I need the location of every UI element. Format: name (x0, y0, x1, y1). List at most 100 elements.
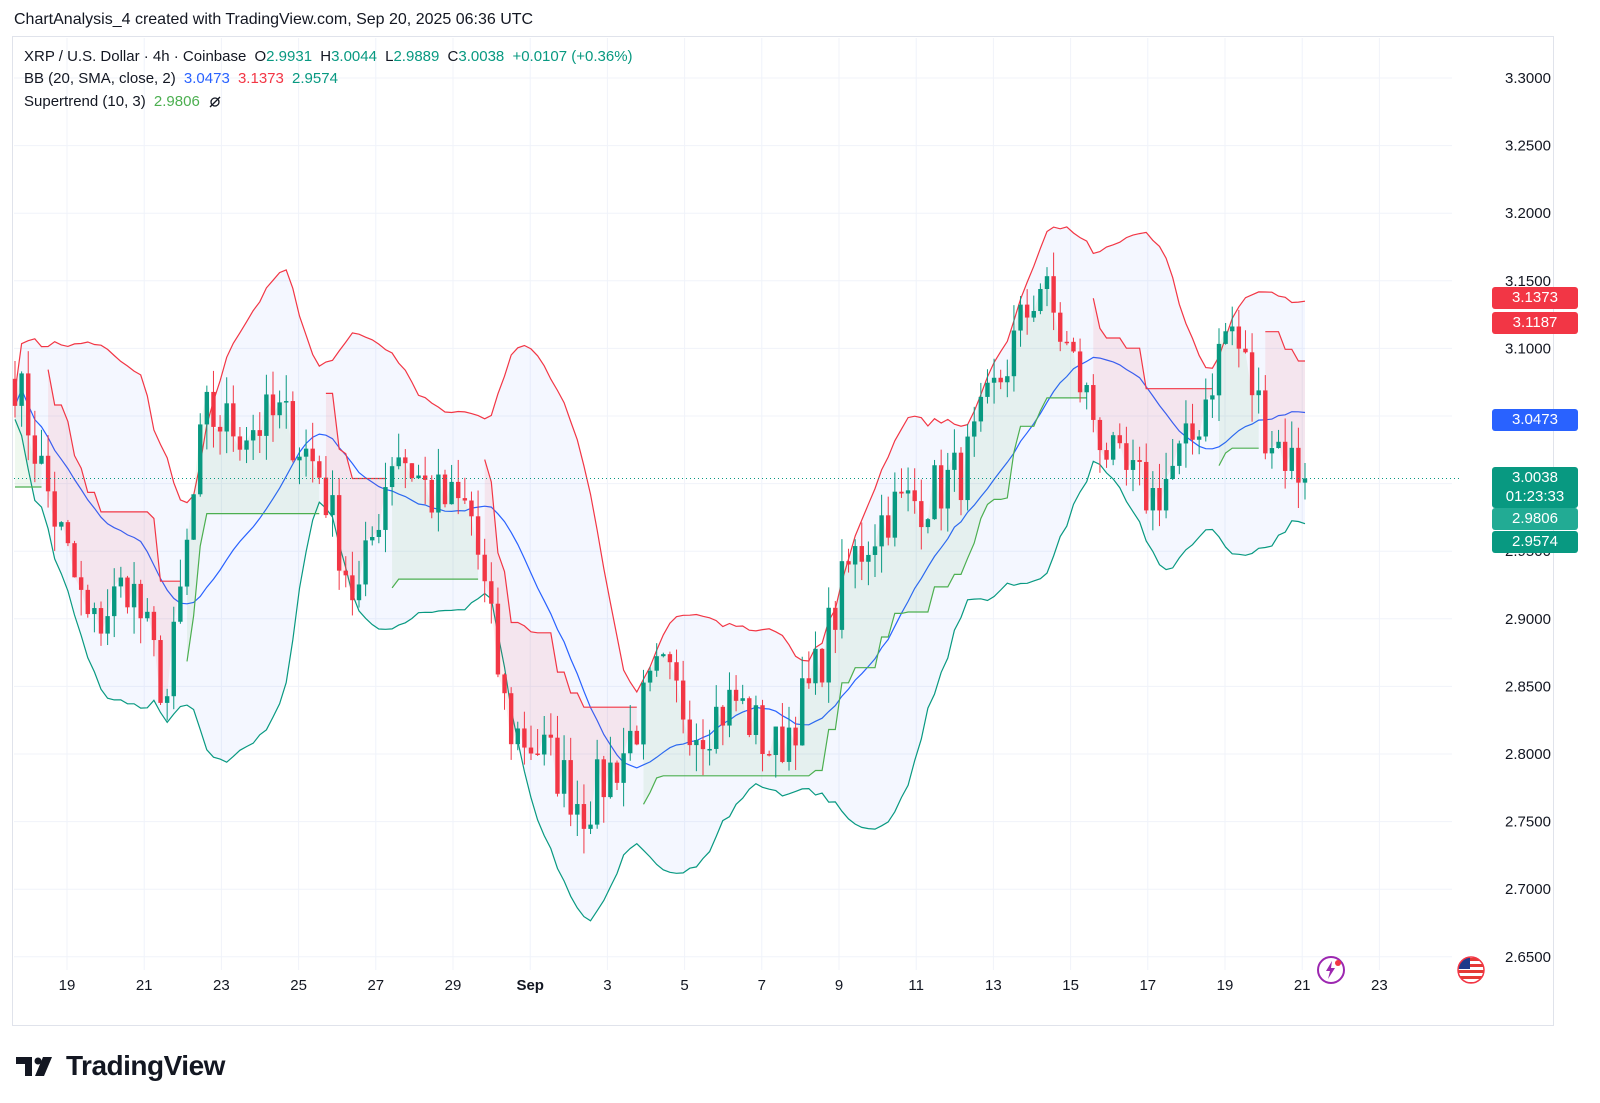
candle-up[interactable] (105, 616, 110, 634)
candle-down[interactable] (489, 581, 494, 604)
candle-down[interactable] (1071, 341, 1076, 352)
candle-down[interactable] (912, 490, 917, 502)
candle-down[interactable] (819, 648, 825, 683)
candle-down[interactable] (899, 491, 904, 494)
candle-up[interactable] (641, 682, 646, 745)
candle-up[interactable] (1130, 460, 1136, 470)
candle-down[interactable] (343, 570, 348, 576)
candle-down[interactable] (1104, 450, 1109, 460)
candle-up[interactable] (198, 424, 203, 495)
eye-slash-icon[interactable] (208, 96, 222, 108)
candle-down[interactable] (614, 762, 620, 783)
candle-down[interactable] (780, 726, 785, 762)
candle-up[interactable] (1044, 276, 1050, 290)
candle-down[interactable] (1243, 348, 1248, 353)
candle-down[interactable] (720, 706, 726, 726)
candle-down[interactable] (138, 583, 143, 619)
candle-up[interactable] (376, 529, 382, 537)
candle-down[interactable] (409, 463, 415, 479)
candle-up[interactable] (1084, 385, 1089, 393)
candle-up[interactable] (773, 726, 778, 756)
candle-down[interactable] (535, 753, 540, 755)
candle-up[interactable] (965, 436, 970, 501)
candle-up[interactable] (978, 396, 984, 422)
candle-up[interactable] (740, 698, 745, 701)
candle-up[interactable] (1163, 478, 1169, 511)
candle-down[interactable] (45, 455, 51, 492)
candle-up[interactable] (370, 536, 375, 541)
candle-up[interactable] (264, 394, 269, 436)
candle-up[interactable] (1302, 478, 1308, 483)
candle-up[interactable] (1018, 304, 1023, 331)
candle-down[interactable] (495, 603, 501, 675)
candle-up[interactable] (178, 586, 183, 622)
candle-down[interactable] (456, 481, 461, 499)
candle-down[interactable] (442, 474, 448, 505)
candle-down[interactable] (158, 640, 163, 703)
lightning-icon[interactable] (1316, 955, 1346, 985)
candle-down[interactable] (217, 426, 223, 432)
candle-up[interactable] (866, 554, 871, 562)
candle-down[interactable] (1282, 441, 1288, 471)
candle-up[interactable] (436, 474, 441, 513)
candle-up[interactable] (449, 481, 454, 505)
bb-legend[interactable]: BB (20, SMA, close, 2) 3.0473 3.1373 2.9… (24, 70, 342, 87)
candle-up[interactable] (594, 759, 600, 825)
candle-down[interactable] (733, 689, 739, 701)
candle-up[interactable] (575, 804, 580, 815)
candle-down[interactable] (568, 760, 573, 815)
candle-up[interactable] (1223, 331, 1228, 344)
candle-up[interactable] (753, 705, 759, 735)
candle-up[interactable] (39, 455, 44, 464)
candle-down[interactable] (422, 475, 428, 480)
candle-down[interactable] (270, 394, 276, 416)
candle-up[interactable] (813, 648, 818, 684)
candle-down[interactable] (1058, 312, 1063, 342)
candle-up[interactable] (356, 584, 362, 601)
candle-down[interactable] (85, 589, 90, 615)
candle-up[interactable] (1005, 376, 1010, 383)
candle-up[interactable] (244, 440, 249, 450)
candle-up[interactable] (932, 465, 937, 520)
candle-down[interactable] (350, 575, 355, 601)
candle-down[interactable] (634, 730, 640, 745)
candle-down[interactable] (700, 740, 706, 750)
candle-up[interactable] (852, 546, 858, 565)
candle-up[interactable] (1038, 289, 1043, 312)
candle-down[interactable] (12, 378, 18, 406)
candle-up[interactable] (872, 546, 878, 555)
candle-up[interactable] (171, 621, 176, 697)
candle-up[interactable] (972, 421, 977, 437)
candle-down[interactable] (257, 430, 262, 436)
candle-down[interactable] (211, 391, 216, 427)
candle-down[interactable] (760, 705, 765, 755)
candle-up[interactable] (131, 583, 137, 608)
symbol-name[interactable]: XRP / U.S. Dollar · 4h · Coinbase (24, 48, 247, 65)
candle-down[interactable] (555, 737, 560, 794)
candle-down[interactable] (1137, 460, 1142, 462)
candle-up[interactable] (647, 670, 653, 683)
candle-down[interactable] (1236, 326, 1242, 349)
candle-up[interactable] (303, 448, 309, 457)
candle-up[interactable] (1177, 443, 1182, 466)
candle-down[interactable] (323, 477, 329, 516)
candle-down[interactable] (581, 804, 587, 829)
candle-up[interactable] (925, 519, 931, 528)
candle-up[interactable] (1230, 326, 1235, 332)
candle-down[interactable] (52, 491, 57, 527)
candle-up[interactable] (542, 734, 547, 755)
candle-up[interactable] (416, 475, 421, 479)
candle-up[interactable] (707, 748, 712, 751)
candle-up[interactable] (661, 654, 666, 657)
candle-down[interactable] (336, 495, 342, 571)
candle-up[interactable] (952, 452, 957, 470)
candle-down[interactable] (1077, 351, 1083, 393)
candle-down[interactable] (859, 546, 864, 562)
candle-down[interactable] (317, 461, 322, 478)
candle-down[interactable] (886, 515, 891, 538)
candle-down[interactable] (72, 543, 77, 578)
candle-up[interactable] (1110, 435, 1116, 460)
candle-down[interactable] (1117, 435, 1122, 444)
candle-up[interactable] (826, 607, 831, 683)
candle-up[interactable] (1276, 441, 1281, 449)
